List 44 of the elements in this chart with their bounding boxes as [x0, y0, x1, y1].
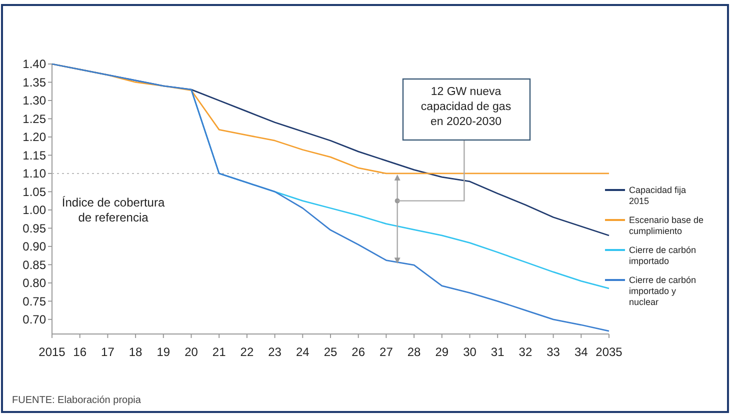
legend-label: Capacidad fija 2015: [629, 185, 686, 206]
x-tick-label: 19: [156, 345, 170, 359]
x-tick-label: 21: [212, 345, 226, 359]
y-tick-label: 0.70: [22, 312, 46, 327]
y-tick-label: 1.35: [22, 75, 46, 90]
y-tick-label: 1.05: [22, 184, 46, 199]
source-note: FUENTE: Elaboración propia: [12, 395, 142, 406]
x-tick-label: 29: [435, 345, 449, 359]
y-tick-label: 1.25: [22, 112, 46, 126]
y-tick-label: 0.75: [22, 294, 46, 308]
x-tick-label: 34: [574, 345, 588, 359]
x-tick-label: 26: [352, 345, 366, 359]
y-tick-label: 1.30: [22, 94, 46, 108]
y-tick-label: 1.15: [22, 148, 46, 162]
annotation: 12 GW nueva capacidad de gas en 2020-2030: [420, 86, 512, 128]
ref-line-label: Índice de cobertura de referencia: [62, 195, 165, 224]
x-tick-label: 30: [463, 345, 477, 359]
line-series: [51, 63, 610, 332]
legend-label: Escenario base de cumplimiento: [629, 215, 704, 236]
legend-label: Cierre de carbón importado y nuclear: [629, 275, 696, 307]
x-tick-label: 33: [546, 345, 560, 359]
legend-label: Cierre de carbón importado: [629, 245, 696, 266]
x-tick-label: 17: [101, 345, 115, 359]
y-tick-label: 0.85: [22, 258, 46, 272]
y-tick-label: 1.20: [22, 130, 46, 144]
y-tick-label: 1.10: [22, 166, 46, 181]
x-tick-label: 24: [296, 345, 310, 359]
x-tick-label: 18: [128, 345, 143, 359]
x-tick-label: 27: [380, 345, 394, 359]
y-tick-label: 1.00: [22, 203, 46, 218]
x-tick-label: 31: [490, 345, 505, 359]
y-tick-label: 1.40: [22, 57, 46, 72]
x-tick-label: 32: [518, 345, 532, 359]
y-tick-label: 0.80: [22, 276, 46, 290]
x-tick-label: 28: [407, 345, 422, 359]
x-tick-label: 22: [240, 345, 254, 359]
x-tick-label: 2015: [38, 345, 66, 359]
x-tick-label: 2035: [596, 345, 623, 359]
y-tick-label: 0.95: [22, 221, 46, 236]
x-tick-label: 16: [73, 345, 87, 359]
x-tick-label: 20: [184, 345, 198, 359]
y-tick-label: 0.90: [22, 240, 46, 254]
x-tick-label: 23: [268, 345, 282, 359]
x-tick-label: 25: [324, 345, 338, 359]
